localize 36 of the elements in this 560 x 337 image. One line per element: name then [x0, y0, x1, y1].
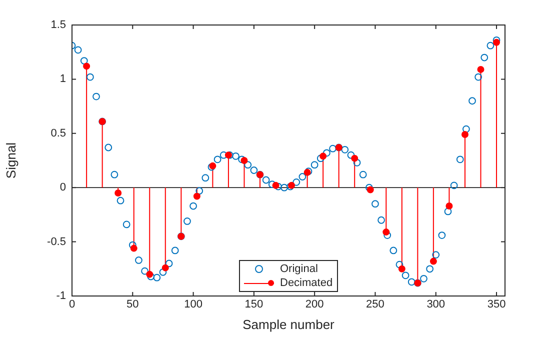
- y-tick-label: 0: [60, 182, 66, 194]
- x-tick-label: 100: [184, 298, 202, 311]
- y-tick-label: 1.5: [50, 19, 66, 32]
- point: [382, 228, 390, 236]
- point: [240, 157, 248, 164]
- point: [83, 62, 90, 70]
- x-tick-label: 350: [487, 298, 506, 311]
- point: [272, 182, 280, 189]
- x-tick-label: 200: [305, 298, 324, 311]
- y-tick-label: -1: [56, 290, 66, 302]
- point: [162, 264, 169, 272]
- x-tick-label: 0: [68, 298, 76, 311]
- y-tick-label: -0.5: [47, 236, 66, 248]
- x-axis-title: Sample number: [242, 316, 336, 332]
- point: [114, 190, 122, 197]
- point: [193, 192, 200, 200]
- point: [130, 244, 138, 252]
- point: [398, 265, 406, 272]
- point: [320, 152, 327, 160]
- point: [366, 186, 374, 194]
- legend-label: Decimated: [280, 276, 333, 290]
- x-tick-label: 50: [126, 298, 139, 311]
- x-tick-label: 150: [244, 298, 264, 311]
- point: [493, 38, 500, 46]
- point: [146, 270, 154, 278]
- point: [351, 154, 358, 162]
- y-axis-title: Signal: [3, 142, 18, 179]
- x-tick-label: 300: [426, 298, 446, 311]
- y-tick-label: 1: [60, 73, 66, 86]
- y-tick-label: 0.5: [50, 127, 66, 140]
- point: [430, 258, 437, 265]
- x-tick-label: 250: [366, 298, 384, 311]
- point: [446, 202, 453, 210]
- legend-label: Original: [280, 262, 318, 276]
- point: [461, 130, 468, 138]
- point: [477, 66, 484, 73]
